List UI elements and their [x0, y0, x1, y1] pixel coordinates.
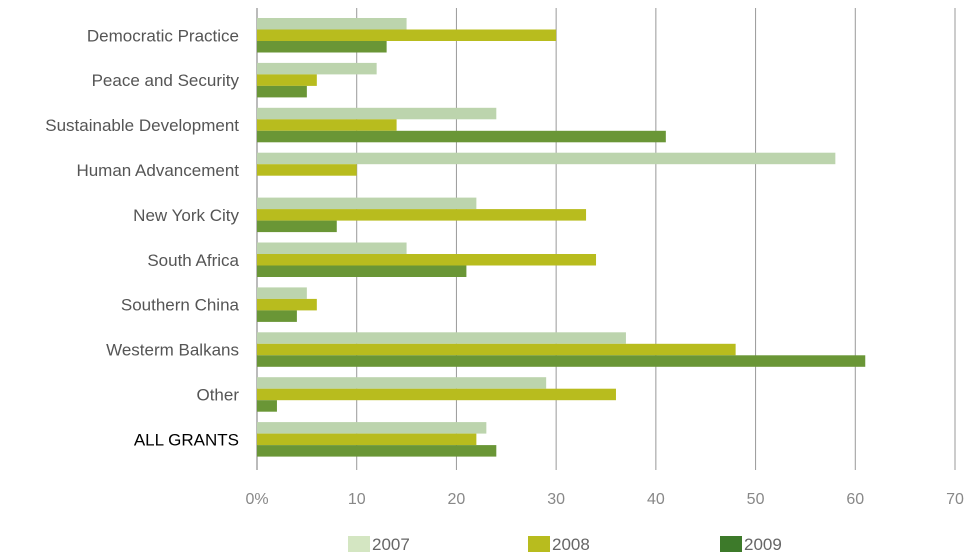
x-tick-label: 10: [348, 491, 366, 508]
bar-2009: [257, 310, 297, 322]
x-tick-label: 0%: [245, 491, 268, 508]
bar-2007: [257, 242, 407, 254]
legend-swatch-2008: [528, 536, 550, 552]
bar-2009: [257, 85, 307, 98]
legend-swatch-2009: [720, 536, 742, 552]
x-tick-label: 50: [747, 491, 765, 508]
bar-2008: [257, 74, 317, 86]
bar-2009: [257, 355, 866, 367]
legend-swatch-2007: [348, 536, 370, 552]
category-labels: Democratic Practice Peace and Security Sus…: [45, 26, 239, 449]
x-tick-label: 70: [946, 491, 964, 508]
legend-label-2008: 2008: [552, 535, 590, 554]
bar-2007: [257, 197, 477, 210]
bar-2008: [257, 388, 616, 401]
bar-2008: [257, 209, 587, 221]
bar-2008: [257, 119, 397, 131]
bar-2007: [257, 287, 307, 299]
x-tick-label: 60: [846, 491, 864, 508]
bar-2008: [257, 164, 357, 176]
bar-2007: [257, 18, 407, 30]
bars: [257, 18, 866, 457]
bar-2009: [257, 41, 387, 53]
x-tick-label: 30: [547, 491, 565, 508]
bar-2009: [257, 220, 337, 233]
category-label: Democratic Practice: [87, 26, 239, 45]
category-label: New York City: [133, 206, 239, 225]
x-tick-label: 40: [647, 491, 665, 508]
x-tick-label: 20: [448, 491, 466, 508]
legend-label-2009: 2009: [744, 535, 782, 554]
bar-2008: [257, 343, 736, 356]
bar-2009: [257, 265, 467, 277]
category-label: South Africa: [147, 251, 239, 270]
bar-2007: [257, 62, 377, 75]
bar-2009: [257, 400, 277, 412]
category-label: ALL GRANTS: [134, 430, 239, 449]
legend: 2007 2008 2009: [348, 535, 782, 554]
bar-2008: [257, 254, 597, 266]
category-label: Southern China: [121, 296, 240, 315]
bar-2007: [257, 422, 487, 434]
bar-2009: [257, 130, 666, 143]
category-label: Sustainable Development: [45, 116, 239, 135]
bar-2007: [257, 377, 547, 389]
bar-2008: [257, 433, 477, 446]
bar-2008: [257, 298, 317, 311]
x-tick-labels: 0% 10 20 30 40 50 60 70: [245, 491, 964, 508]
gridlines: [256, 8, 956, 470]
category-label: Peace and Security: [92, 71, 240, 90]
category-label: Human Advancement: [76, 161, 239, 180]
category-label: Westerm Balkans: [106, 341, 239, 360]
bar-2008: [257, 29, 557, 41]
category-label: Other: [196, 385, 239, 404]
bar-2007: [257, 152, 836, 165]
bar-2007: [257, 332, 626, 344]
legend-label-2007: 2007: [372, 535, 410, 554]
bar-2009: [257, 445, 497, 457]
bar-2007: [257, 107, 497, 120]
